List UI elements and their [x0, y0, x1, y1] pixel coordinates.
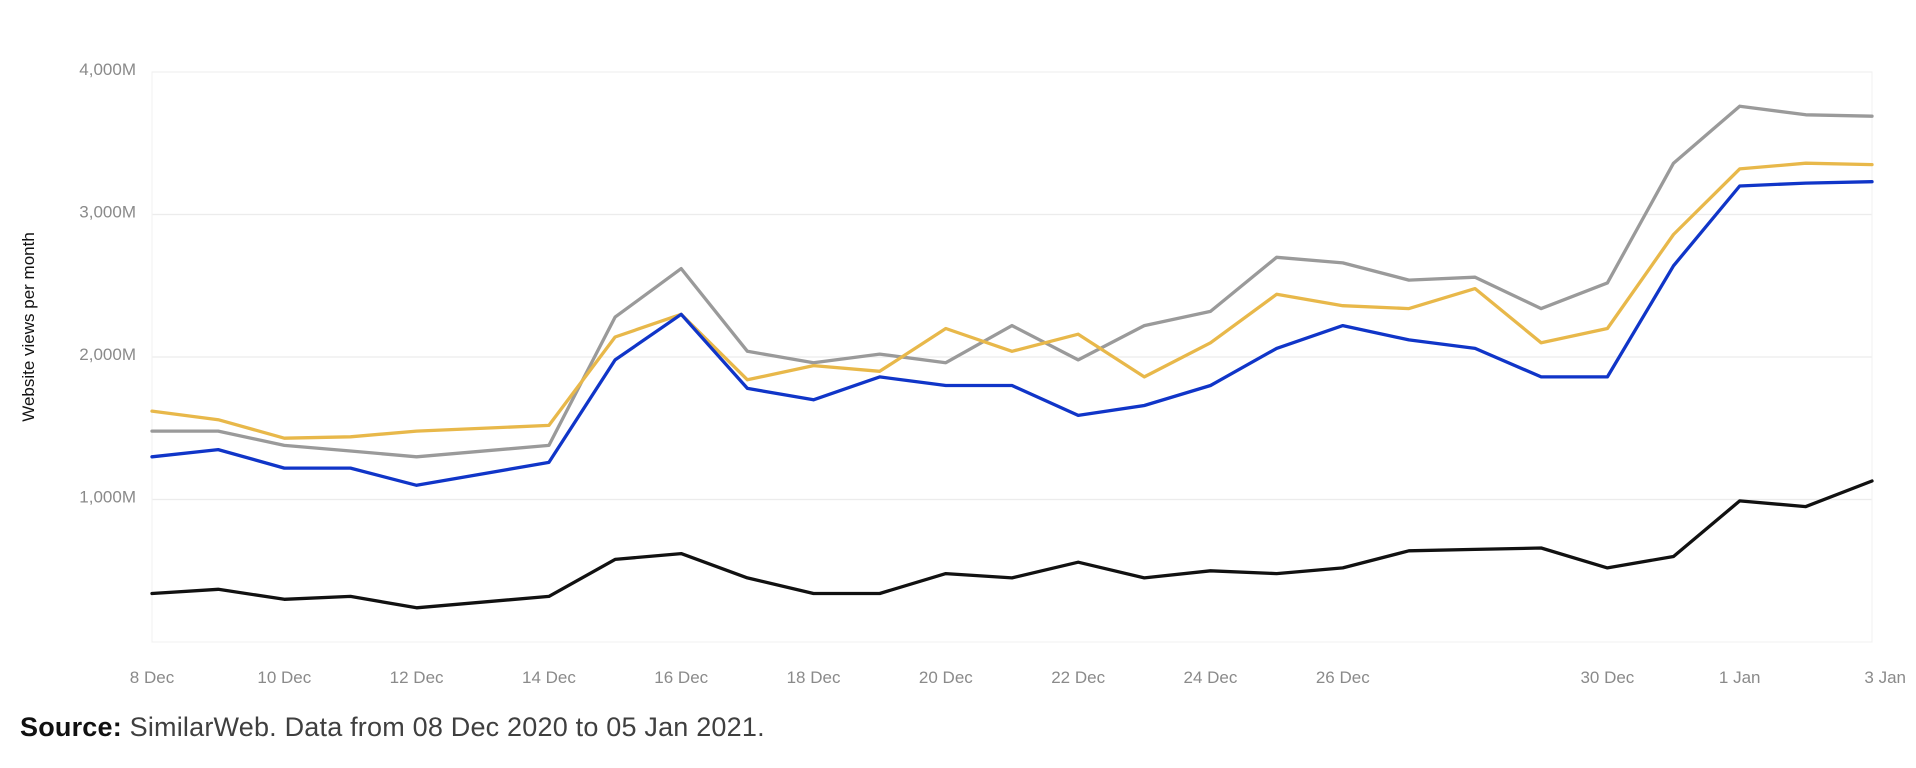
grid: [152, 71, 1872, 501]
y-axis-ticks: 1,000M 2,000M 3,000M 4,000M: [79, 60, 136, 507]
series-line-4: [150, 479, 1874, 610]
source-note: Source: SimilarWeb. Data from 08 Dec 202…: [20, 712, 765, 743]
x-axis-ticks: 8 Dec 10 Dec 12 Dec 14 Dec 16 Dec 18 Dec 20 De…: [130, 668, 1906, 687]
x-tick-label: 10 Dec: [257, 668, 311, 687]
source-prefix: Source:: [20, 712, 122, 742]
x-tick-label: 20 Dec: [919, 668, 973, 687]
x-tick-label: 3 Jan: [1864, 668, 1906, 687]
series-line-1: [150, 104, 1874, 459]
y-tick-label: 2,000M: [79, 345, 136, 364]
x-tick-label: 18 Dec: [787, 668, 841, 687]
source-text: SimilarWeb. Data from 08 Dec 2020 to 05 …: [121, 712, 765, 742]
x-tick-label: 1 Jan: [1719, 668, 1761, 687]
x-tick-label: 8 Dec: [130, 668, 175, 687]
series-line-3: [150, 180, 1874, 487]
y-tick-label: 4,000M: [79, 60, 136, 79]
x-tick-label: 24 Dec: [1184, 668, 1238, 687]
plot-area: [151, 71, 1873, 643]
x-tick-label: 26 Dec: [1316, 668, 1370, 687]
series-lines: [150, 104, 1874, 610]
y-axis-label: Website views per month: [19, 232, 38, 422]
x-tick-label: 12 Dec: [390, 668, 444, 687]
series-line-2: [150, 161, 1874, 440]
x-tick-label: 14 Dec: [522, 668, 576, 687]
x-tick-label: 16 Dec: [654, 668, 708, 687]
x-tick-label: 22 Dec: [1051, 668, 1105, 687]
y-tick-label: 1,000M: [79, 488, 136, 507]
y-tick-label: 3,000M: [79, 203, 136, 222]
x-tick-label: 30 Dec: [1580, 668, 1634, 687]
